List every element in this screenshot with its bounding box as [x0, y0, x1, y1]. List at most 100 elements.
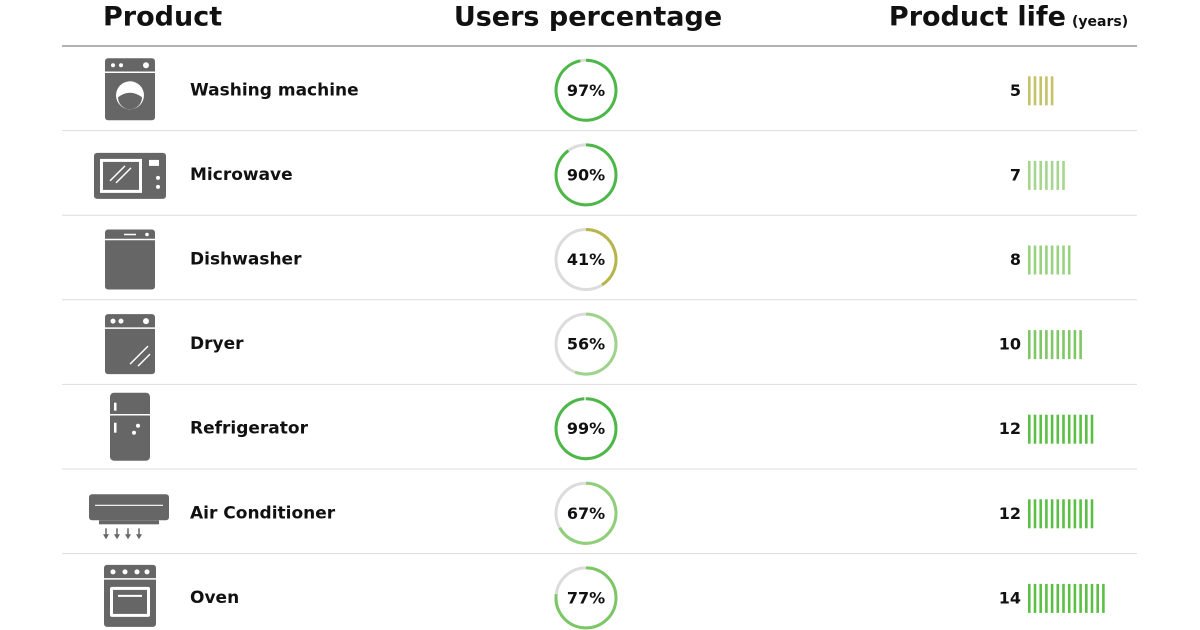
life-bar — [1045, 414, 1048, 444]
users-percentage: 67% — [567, 504, 605, 523]
life-bar — [1079, 414, 1082, 444]
life-bar — [1073, 583, 1077, 613]
life-bar — [1102, 583, 1105, 613]
ring-arc — [554, 397, 618, 461]
life-bar — [1062, 583, 1065, 613]
life-bar — [1050, 583, 1054, 613]
users-percentage: 41% — [567, 250, 605, 269]
ring-arc — [574, 312, 618, 376]
life-bar — [1079, 583, 1082, 613]
product-name: Oven — [190, 588, 239, 608]
life-bar — [1079, 330, 1082, 360]
life-bar — [1056, 245, 1060, 275]
life-bar — [1067, 245, 1071, 275]
life-bar — [1028, 330, 1031, 360]
icon-detail — [132, 430, 136, 435]
icon-detail — [156, 175, 160, 180]
icon-detail — [114, 422, 117, 433]
life-bar — [1039, 160, 1042, 190]
icon-detail — [145, 232, 149, 237]
life-bar — [1085, 583, 1088, 613]
life-bar — [1039, 76, 1042, 106]
icon-detail — [99, 520, 159, 525]
icon-detail — [149, 159, 159, 166]
life-bar — [1050, 330, 1054, 360]
life-bar — [1056, 160, 1060, 190]
icon-body — [105, 314, 155, 375]
product-icon — [94, 152, 166, 199]
icon-detail — [110, 318, 116, 324]
product-name: Dryer — [190, 334, 244, 354]
life-bar — [1033, 499, 1037, 529]
product-life: 12 — [999, 504, 1021, 523]
icon-detail — [118, 92, 142, 110]
life-bar — [1050, 160, 1054, 190]
life-bar — [1050, 76, 1054, 106]
life-bar — [1039, 330, 1042, 360]
life-bars — [1028, 330, 1082, 360]
life-bar — [1045, 583, 1048, 613]
ring-arc — [554, 143, 618, 207]
icon-detail — [118, 318, 124, 324]
life-bar — [1073, 330, 1077, 360]
product-name: Air Conditioner — [190, 503, 336, 523]
header-life: Product life — [889, 2, 1066, 33]
life-bars — [1028, 414, 1094, 444]
ring-arc — [585, 228, 618, 287]
product-life: 14 — [999, 588, 1021, 607]
life-bar — [1079, 499, 1082, 529]
life-bar — [1039, 583, 1042, 613]
life-bar — [1073, 414, 1077, 444]
users-percentage: 90% — [567, 165, 605, 184]
life-bar — [1062, 414, 1065, 444]
life-bar — [1056, 499, 1060, 529]
life-bar — [1056, 583, 1060, 613]
users-percentage: 77% — [567, 588, 605, 607]
life-bars — [1028, 583, 1105, 613]
life-bar — [1067, 330, 1071, 360]
product-icon — [105, 229, 155, 290]
users-percentage: 56% — [567, 335, 605, 354]
icon-body — [110, 392, 150, 461]
product-icon — [105, 58, 155, 121]
life-bar — [1045, 76, 1048, 106]
life-bar — [1045, 245, 1048, 275]
icon-detail — [110, 569, 116, 575]
product-life: 8 — [1010, 250, 1021, 269]
product-life: 7 — [1010, 165, 1021, 184]
life-bar — [1090, 499, 1094, 529]
life-bar — [1050, 499, 1054, 529]
icon-detail — [103, 161, 139, 190]
life-bar — [1050, 245, 1054, 275]
product-name: Washing machine — [190, 80, 359, 100]
icon-detail — [143, 318, 149, 325]
icon-detail — [156, 184, 160, 189]
life-bar — [1045, 330, 1048, 360]
life-bar — [1045, 160, 1048, 190]
life-bar — [1045, 499, 1048, 529]
product-name: Refrigerator — [190, 419, 309, 439]
life-bar — [1090, 414, 1094, 444]
product-life: 12 — [999, 419, 1021, 438]
icon-detail — [111, 63, 115, 68]
icon-detail — [114, 402, 117, 411]
life-bar — [1039, 245, 1042, 275]
icon-body — [105, 229, 155, 290]
life-bar — [1085, 499, 1088, 529]
product-name: Microwave — [190, 165, 293, 185]
life-bar — [1056, 414, 1060, 444]
life-bar — [1033, 76, 1037, 106]
life-bar — [1028, 414, 1031, 444]
life-bar — [1062, 245, 1065, 275]
life-bars — [1028, 160, 1065, 190]
icon-detail — [144, 569, 150, 575]
life-bar — [1039, 499, 1042, 529]
life-bar — [1033, 414, 1037, 444]
life-bar — [1067, 583, 1071, 613]
life-bar — [1062, 160, 1065, 190]
life-bar — [1028, 160, 1031, 190]
life-bar — [1039, 414, 1042, 444]
life-bar — [1033, 330, 1037, 360]
icon-detail — [137, 353, 151, 367]
